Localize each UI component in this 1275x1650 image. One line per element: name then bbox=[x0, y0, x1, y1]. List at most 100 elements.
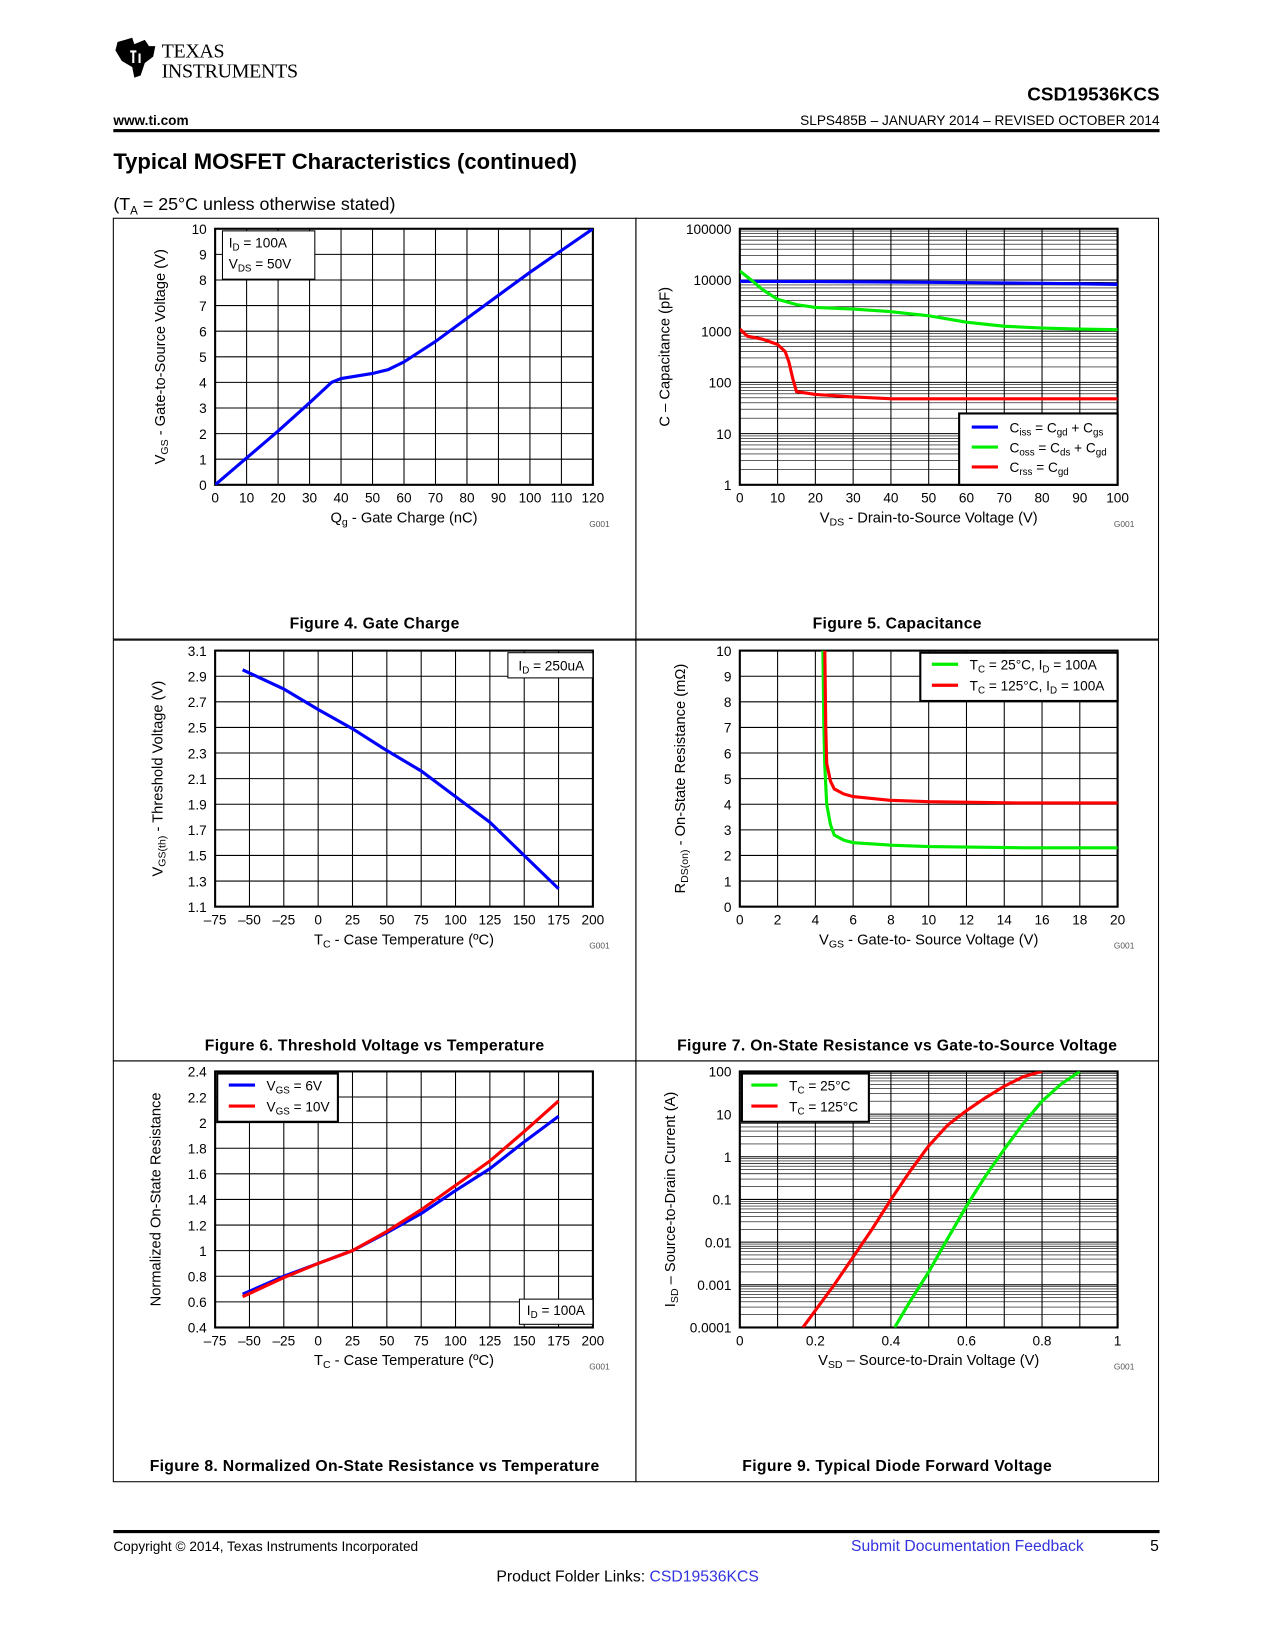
logo-line-1: Texas bbox=[161, 40, 225, 63]
figure-code: G001 bbox=[1114, 941, 1135, 951]
y-tick-label: 10000 bbox=[694, 273, 732, 288]
text-segment: V bbox=[818, 1353, 828, 1369]
y-tick-label: 0 bbox=[724, 900, 732, 915]
figure-caption: Figure 4. Gate Charge bbox=[290, 616, 460, 633]
text-segment: = C bbox=[1032, 460, 1058, 475]
annotation-box bbox=[221, 230, 316, 280]
text-segment: - Gate-to-Source Voltage (V) bbox=[153, 249, 169, 439]
y-axis-label: C – Capacitance (pF) bbox=[658, 287, 674, 427]
x-tick-label: 50 bbox=[921, 491, 937, 506]
product-folder-link[interactable]: CSD19536KCS bbox=[649, 1567, 759, 1586]
subscript-text: C bbox=[323, 939, 331, 951]
product-folder-links: Product Folder Links: CSD19536KCS bbox=[496, 1568, 758, 1586]
subscript-text: D bbox=[522, 666, 529, 677]
y-tick-label: 7 bbox=[199, 299, 207, 314]
y-tick-label: 8 bbox=[199, 273, 207, 288]
x-tick-label: 100 bbox=[1106, 491, 1129, 506]
x-tick-label: 10 bbox=[921, 913, 937, 928]
annotation-text: ID = 100A bbox=[229, 236, 288, 254]
conditions-pre: (T bbox=[113, 194, 131, 215]
legend-box bbox=[919, 651, 1119, 703]
folder-label: Product Folder Links: bbox=[496, 1567, 650, 1586]
conditions-post: = 25°C unless otherwise stated) bbox=[137, 194, 396, 215]
x-tick-label: 2 bbox=[774, 913, 782, 928]
text-segment: C bbox=[1010, 440, 1020, 455]
text-segment: - Gate-to- Source Voltage (V) bbox=[844, 932, 1038, 948]
series-line-1 bbox=[801, 1071, 1043, 1328]
y-tick-label: 2.5 bbox=[188, 721, 207, 736]
y-tick-label: 2.1 bbox=[188, 772, 207, 787]
text-segment: - Threshold Voltage (V) bbox=[151, 681, 167, 836]
text-segment: V bbox=[153, 454, 169, 464]
x-tick-label: 80 bbox=[459, 491, 475, 506]
figure-code: G001 bbox=[1114, 1361, 1135, 1371]
series-line-1 bbox=[739, 269, 1118, 332]
x-tick-label: 120 bbox=[582, 491, 605, 506]
series-line-1 bbox=[241, 1099, 560, 1299]
plot-area bbox=[738, 649, 1119, 908]
figure-caption: Figure 5. Capacitance bbox=[813, 616, 982, 633]
x-tick-label: 4 bbox=[812, 913, 820, 928]
y-tick-label: 8 bbox=[724, 695, 732, 710]
text-segment: + C bbox=[1068, 420, 1094, 435]
x-tick-label: 0 bbox=[736, 1333, 744, 1348]
y-axis-label: Normalized On-State Resistance bbox=[149, 1093, 165, 1307]
y-tick-label: 1.6 bbox=[188, 1167, 207, 1182]
text-segment: - Drain-to-Source Voltage (V) bbox=[844, 511, 1037, 527]
x-axis-label: TC - Case Temperature (ºC) bbox=[314, 932, 494, 950]
series-line-0 bbox=[821, 650, 1118, 850]
y-tick-label: 2 bbox=[724, 849, 732, 864]
text-segment: I bbox=[663, 1303, 679, 1307]
text-segment: I bbox=[527, 1303, 531, 1318]
x-tick-label: 20 bbox=[1110, 913, 1126, 928]
plot-area bbox=[738, 227, 1119, 486]
subscript-text: C bbox=[978, 686, 985, 697]
annotation-text: VDS = 50V bbox=[229, 257, 292, 275]
y-tick-label: 2.9 bbox=[188, 669, 207, 684]
text-segment: T bbox=[789, 1099, 798, 1114]
y-tick-label: 0 bbox=[199, 478, 207, 493]
subscript-text: oss bbox=[1019, 447, 1034, 458]
subscript-text: C bbox=[797, 1085, 804, 1096]
x-tick-label: 70 bbox=[428, 491, 444, 506]
chart-fig4: 0 10 20 30 40 50 60 70 80 90 100 110 120 0 1 2 3 4 5 6 7 8 9 10… bbox=[112, 217, 637, 640]
subscript-text: C bbox=[323, 1359, 331, 1371]
x-tick-label: 8 bbox=[887, 913, 895, 928]
y-tick-label: 2.4 bbox=[188, 1065, 207, 1080]
subscript-text: DS bbox=[830, 517, 845, 529]
x-tick-label: –50 bbox=[238, 913, 261, 928]
website-link[interactable]: www.ti.com bbox=[113, 112, 189, 129]
x-tick-label: 40 bbox=[333, 491, 349, 506]
text-segment: = 250uA bbox=[529, 659, 585, 674]
submit-feedback-link[interactable]: Submit Documentation Feedback bbox=[851, 1537, 1084, 1556]
y-tick-label: 100000 bbox=[686, 222, 732, 237]
text-segment: = 100A bbox=[1049, 658, 1097, 673]
y-tick-label: 1 bbox=[724, 874, 732, 889]
y-tick-label: 6 bbox=[724, 746, 732, 761]
y-tick-label: 4 bbox=[199, 376, 207, 391]
x-tick-label: 175 bbox=[547, 913, 570, 928]
x-tick-label: 0 bbox=[736, 913, 744, 928]
y-tick-label: 9 bbox=[724, 669, 732, 684]
x-tick-label: 25 bbox=[345, 1333, 360, 1348]
text-segment: I bbox=[229, 236, 233, 251]
copyright: Copyright © 2014, Texas Instruments Inco… bbox=[113, 1538, 419, 1555]
text-segment: - On-State Resistance (mΩ) bbox=[673, 664, 689, 850]
x-tick-label: 75 bbox=[414, 913, 429, 928]
x-axis-label: Qg - Gate Charge (nC) bbox=[330, 511, 477, 529]
legend-box bbox=[740, 1072, 870, 1123]
x-tick-label: 100 bbox=[444, 1333, 467, 1348]
text-segment: T bbox=[970, 658, 979, 673]
legend-box bbox=[958, 412, 1119, 486]
chart-fig9: 0 0.2 0.4 0.6 0.8 10.00010.0010.010.1110100VS… bbox=[635, 1060, 1160, 1483]
text-segment: – Source-to-Drain Current (A) bbox=[663, 1092, 679, 1289]
x-tick-label: 0.6 bbox=[957, 1333, 976, 1348]
y-tick-label: 1 bbox=[199, 452, 207, 467]
y-axis-label: RDS(on) - On-State Resistance (mΩ) bbox=[673, 664, 691, 894]
y-tick-label: 2 bbox=[199, 427, 207, 442]
x-tick-label: 25 bbox=[345, 913, 360, 928]
annotation-text: ID = 250uA bbox=[518, 659, 585, 677]
y-tick-label: 1.1 bbox=[188, 900, 207, 915]
